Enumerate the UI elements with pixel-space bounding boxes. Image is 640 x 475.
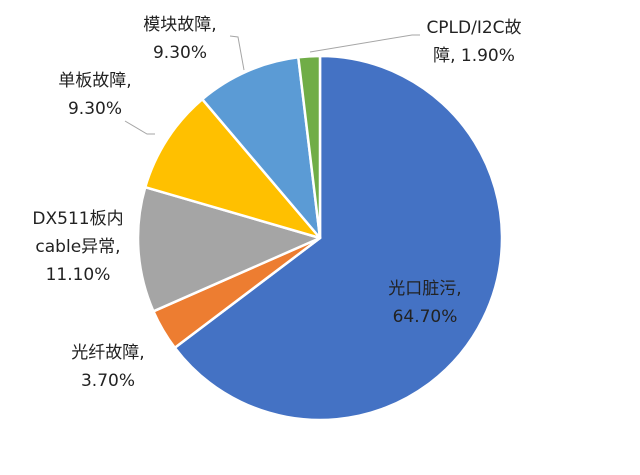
slice-label-2: 光纤故障, 3.70%: [71, 343, 144, 391]
slice-label-6-line-2: 障, 1.90%: [433, 46, 515, 66]
slice-label-3-line-1: DX511板内: [32, 209, 123, 229]
pie-slices: [136, 54, 504, 422]
slice-label-2-line-2: 3.70%: [81, 371, 135, 391]
slice-label-5: 模块故障, 9.30%: [143, 15, 216, 63]
leader-lines: [124, 34, 420, 135]
slice-label-4-line-1: 单板故障,: [58, 71, 131, 91]
slice-label-4: 单板故障, 9.30%: [58, 71, 131, 119]
slice-label-1-line-2: 64.70%: [393, 307, 458, 327]
slice-label-3: DX511板内 cable异常, 11.10%: [32, 209, 123, 285]
pie-slice-4: [143, 97, 322, 240]
slice-label-3-line-2: cable异常,: [35, 237, 120, 257]
slice-label-1-line-1: 光口脏污,: [388, 279, 461, 299]
leader-line-4: [124, 120, 155, 135]
pie-slice-3: [136, 185, 322, 313]
slice-label-6: CPLD/I2C故障, 1.90%: [426, 18, 521, 66]
slice-label-5-line-2: 9.30%: [153, 43, 207, 63]
slice-label-2-line-1: 光纤故障,: [71, 343, 144, 363]
slice-label-5-line-1: 模块故障,: [143, 15, 216, 35]
pie-slice-1: [173, 54, 504, 422]
pie-slice-6: [297, 54, 322, 240]
slice-label-3-line-3: 11.10%: [46, 265, 111, 285]
leader-line-5: [229, 35, 245, 71]
slice-label-1: 光口脏污, 64.70%: [388, 279, 461, 327]
leader-line-6: [309, 34, 420, 53]
pie-slice-5: [200, 56, 322, 240]
slice-label-6-line-1: CPLD/I2C故: [426, 18, 521, 38]
slice-label-4-line-2: 9.30%: [68, 99, 122, 119]
slice-labels: 光口脏污, 64.70% 光纤故障, 3.70% DX511板内 cable异常, 11.1…: [32, 15, 521, 391]
